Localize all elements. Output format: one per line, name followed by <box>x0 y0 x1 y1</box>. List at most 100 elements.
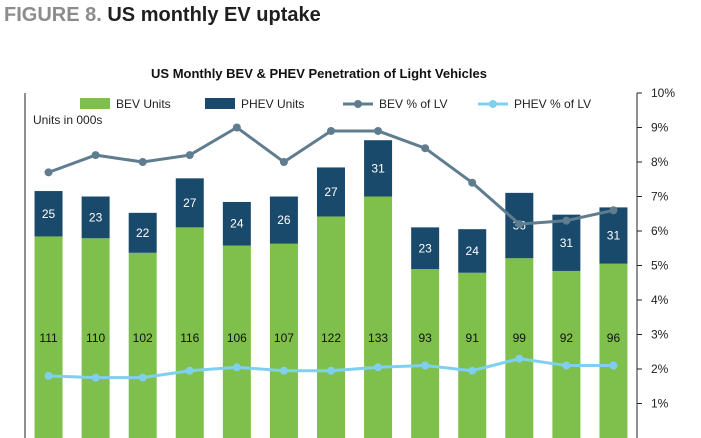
phev-value-label: 27 <box>324 185 338 199</box>
chart-title: US Monthly BEV & PHEV Penetration of Lig… <box>151 66 487 81</box>
bev-pct-point <box>91 151 100 160</box>
bev-pct-point <box>374 126 383 135</box>
phev-value-label: 26 <box>277 213 291 227</box>
right-tick-label: 2% <box>651 362 669 376</box>
phev-bar <box>317 167 345 217</box>
bev-bar <box>411 269 440 438</box>
right-tick-label: 8% <box>651 155 669 169</box>
legend-swatch <box>205 98 235 109</box>
right-tick-label: 9% <box>651 121 669 135</box>
bev-pct-point <box>232 123 241 132</box>
bev-value-label: 107 <box>274 331 294 345</box>
phev-value-label: 24 <box>230 217 244 231</box>
legend-marker <box>354 100 362 108</box>
bars: 111 25 110 23 102 22 116 27 106 24 107 26 122 27 133 31… <box>34 140 628 438</box>
right-tick-label: 3% <box>651 328 669 342</box>
bev-bar <box>599 263 628 438</box>
phev-pct-point <box>44 371 53 380</box>
right-tick-label: 7% <box>651 190 669 204</box>
bev-bar <box>552 270 581 438</box>
phev-value-label: 22 <box>136 226 150 240</box>
bev-value-label: 92 <box>560 331 574 345</box>
right-tick-label: 1% <box>651 397 669 411</box>
bev-pct-point <box>515 220 524 229</box>
phev-value-label: 31 <box>371 161 385 175</box>
phev-pct-point <box>609 361 618 370</box>
right-tick-label: 10% <box>651 86 675 100</box>
phev-pct-point <box>327 366 335 375</box>
legend-label: PHEV % of LV <box>514 97 591 111</box>
bev-value-label: 106 <box>227 331 247 345</box>
phev-bar <box>599 207 628 264</box>
phev-pct-point <box>138 373 147 382</box>
bev-value-label: 111 <box>39 331 58 345</box>
phev-pct-point <box>185 366 194 375</box>
phev-pct-point <box>515 354 524 363</box>
phev-pct-point <box>374 363 383 372</box>
right-tick-label: 6% <box>651 224 669 238</box>
right-tick-label: 5% <box>651 259 669 273</box>
phev-bar <box>364 140 393 197</box>
bev-bar <box>505 258 534 438</box>
bev-bar <box>269 243 298 438</box>
bev-bar <box>317 216 345 438</box>
bev-value-label: 116 <box>180 331 199 345</box>
figure-label: FIGURE 8. <box>4 4 102 26</box>
phev-bar <box>458 229 487 273</box>
figure-heading: US monthly EV uptake <box>107 4 321 26</box>
phev-pct-point <box>279 366 288 375</box>
bev-value-label: 96 <box>607 331 621 345</box>
phev-bar <box>34 191 63 237</box>
phev-value-label: 24 <box>466 244 480 258</box>
bev-pct-point <box>609 206 618 215</box>
bev-value-label: 133 <box>368 331 388 345</box>
phev-pct-point <box>232 363 241 372</box>
bev-value-label: 99 <box>513 331 527 345</box>
bev-pct-point <box>44 168 53 177</box>
right-axis-ticks: 1% 2% 3% 4% 5% 6% 7% 8% 9% 10% <box>637 86 675 411</box>
bev-value-label: 93 <box>418 331 432 345</box>
bev-bar <box>175 227 204 438</box>
phev-bar <box>128 212 157 253</box>
bev-value-label: 122 <box>321 331 341 345</box>
bev-pct-point <box>279 158 288 166</box>
phev-bar <box>411 227 440 270</box>
bev-pct-point <box>327 126 335 135</box>
legend-label: PHEV Units <box>241 97 304 111</box>
phev-bar <box>81 196 110 239</box>
legend-swatch <box>80 98 110 109</box>
bev-value-label: 110 <box>86 331 105 345</box>
phev-value-label: 23 <box>89 210 103 224</box>
bev-pct-point <box>421 144 430 153</box>
bev-bar <box>34 236 63 438</box>
bev-value-label: 102 <box>133 331 153 345</box>
bev-bar <box>458 272 487 438</box>
legend-label: BEV % of LV <box>379 97 447 111</box>
bev-pct-point <box>562 216 571 225</box>
bev-bar <box>128 252 157 438</box>
phev-value-label: 31 <box>607 229 621 243</box>
legend-marker <box>489 100 497 108</box>
phev-bar <box>222 201 251 246</box>
bev-pct-point <box>468 178 477 187</box>
lines <box>44 123 618 382</box>
legend-label: BEV Units <box>116 97 171 111</box>
bev-pct-point <box>185 151 194 160</box>
phev-value-label: 31 <box>560 236 574 250</box>
bev-bar <box>81 238 110 438</box>
phev-value-label: 23 <box>418 241 432 255</box>
bev-bar <box>222 245 251 438</box>
phev-bar <box>269 196 298 244</box>
bev-bar <box>364 196 393 438</box>
phev-value-label: 27 <box>183 196 197 210</box>
phev-pct-point <box>421 361 430 370</box>
phev-bar <box>175 178 204 228</box>
phev-value-label: 25 <box>42 207 56 221</box>
right-tick-label: 4% <box>651 293 669 307</box>
phev-pct-point <box>91 373 100 382</box>
bev-pct-point <box>138 158 147 166</box>
units-note: Units in 000s <box>33 113 102 127</box>
phev-pct-point <box>468 366 477 375</box>
phev-pct-point <box>562 361 571 370</box>
